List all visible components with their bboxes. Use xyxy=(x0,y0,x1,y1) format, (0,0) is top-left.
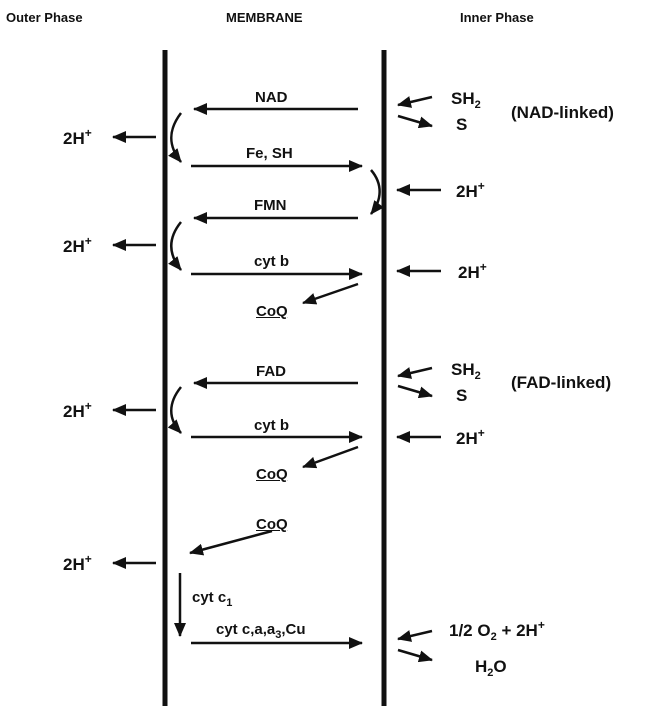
fad-linked-label: (FAD-linked) xyxy=(511,373,612,392)
cytb-label-2: cyt b xyxy=(254,417,290,434)
outer-proton-label-1: 2H+ xyxy=(63,126,92,148)
cytb-label-1: cyt b xyxy=(254,253,290,270)
water-label: H2O xyxy=(475,657,507,679)
oxygen-arrow xyxy=(397,629,433,642)
cyt-caa3-label: cyt c,a,a3,Cu xyxy=(216,621,306,641)
coq-label-1: CoQ xyxy=(256,303,288,320)
fe-sh-label: Fe, SH xyxy=(246,145,293,162)
inner-proton-label-3: 2H+ xyxy=(456,426,485,448)
coq-arrow-2 xyxy=(302,445,359,469)
membrane-header: MEMBRANE xyxy=(226,10,303,25)
coq-arrow-3 xyxy=(189,529,273,556)
coq-arrow-1 xyxy=(302,282,359,305)
sh2-label-2: SH2 xyxy=(451,360,481,382)
coq-label-2: CoQ xyxy=(256,466,288,483)
cyt-c1-label: cyt c1 xyxy=(192,589,233,609)
outer-proton-label-3: 2H+ xyxy=(63,399,92,421)
fmn-label: FMN xyxy=(254,197,287,214)
outer-proton-label-4: 2H+ xyxy=(63,552,92,574)
oxygen-label: 1/2 O2 + 2H+ xyxy=(449,618,545,643)
sh2-label-1: SH2 xyxy=(451,89,481,111)
sh2-arrow-1 xyxy=(397,95,433,108)
s-arrow-2 xyxy=(397,384,433,399)
inner-phase-header: Inner Phase xyxy=(460,10,534,25)
inner-proton-label-2: 2H+ xyxy=(458,260,487,282)
s-label-2: S xyxy=(456,386,468,405)
sh2-arrow-2 xyxy=(397,366,433,379)
nad-label: NAD xyxy=(255,89,288,106)
s-arrow-1 xyxy=(397,114,433,129)
fad-label: FAD xyxy=(256,363,286,380)
coq-label-3: CoQ xyxy=(256,516,288,533)
curve-arrow-1 xyxy=(168,112,182,163)
inner-proton-label-1: 2H+ xyxy=(456,179,485,201)
water-arrow xyxy=(397,648,433,663)
nad-linked-label: (NAD-linked) xyxy=(511,103,614,122)
curve-arrow-3 xyxy=(168,221,182,271)
outer-phase-header: Outer Phase xyxy=(6,10,83,25)
curve-arrow-2 xyxy=(370,169,384,215)
outer-proton-label-2: 2H+ xyxy=(63,234,92,256)
s-label-1: S xyxy=(456,115,468,134)
curve-arrow-4 xyxy=(167,386,182,434)
